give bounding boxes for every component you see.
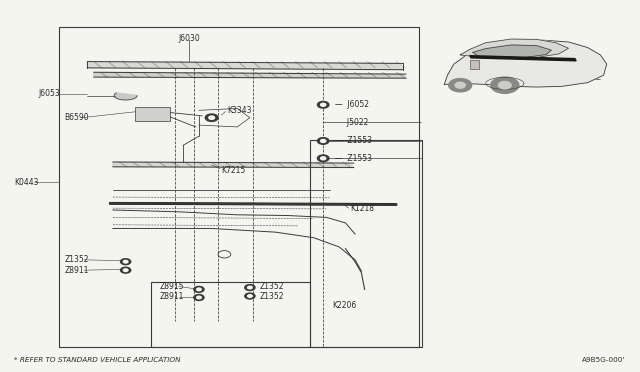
Text: K2206: K2206 bbox=[333, 301, 357, 311]
Circle shape bbox=[321, 103, 326, 106]
Circle shape bbox=[491, 77, 519, 93]
Polygon shape bbox=[473, 45, 551, 59]
Circle shape bbox=[120, 267, 131, 273]
Circle shape bbox=[449, 78, 472, 92]
Text: —  Z1553: — Z1553 bbox=[335, 137, 372, 145]
Circle shape bbox=[321, 157, 326, 160]
Polygon shape bbox=[88, 62, 403, 70]
Text: Z8915: Z8915 bbox=[159, 282, 184, 291]
Circle shape bbox=[209, 116, 214, 119]
Circle shape bbox=[321, 140, 326, 142]
Text: J5022: J5022 bbox=[335, 118, 368, 127]
Polygon shape bbox=[114, 93, 137, 100]
Circle shape bbox=[205, 114, 218, 121]
Bar bbox=[135, 107, 170, 121]
Text: J6030: J6030 bbox=[179, 34, 200, 43]
Bar bbox=[59, 27, 419, 347]
Circle shape bbox=[248, 295, 252, 297]
Text: K1218: K1218 bbox=[351, 204, 374, 214]
Text: K7215: K7215 bbox=[221, 166, 246, 174]
Text: K0443: K0443 bbox=[14, 178, 38, 187]
Text: * REFER TO STANDARD VEHICLE APPLICATION: * REFER TO STANDARD VEHICLE APPLICATION bbox=[14, 357, 180, 363]
Circle shape bbox=[120, 259, 131, 264]
Circle shape bbox=[194, 286, 204, 292]
Polygon shape bbox=[460, 39, 568, 59]
Circle shape bbox=[245, 293, 255, 299]
Bar bbox=[310, 140, 422, 347]
Circle shape bbox=[196, 288, 201, 291]
Circle shape bbox=[455, 82, 465, 88]
Circle shape bbox=[317, 102, 329, 108]
Text: —  Z1553: — Z1553 bbox=[335, 154, 372, 163]
Text: B6590: B6590 bbox=[64, 113, 88, 122]
Circle shape bbox=[499, 81, 511, 89]
Circle shape bbox=[124, 260, 128, 263]
Polygon shape bbox=[94, 72, 406, 78]
Circle shape bbox=[248, 286, 252, 289]
Text: Z1352: Z1352 bbox=[259, 292, 284, 301]
Circle shape bbox=[317, 138, 329, 144]
Text: J6053: J6053 bbox=[38, 89, 60, 98]
Text: K3343: K3343 bbox=[228, 106, 252, 115]
Text: —  J6052: — J6052 bbox=[335, 100, 369, 109]
Polygon shape bbox=[444, 40, 607, 87]
Polygon shape bbox=[109, 203, 396, 205]
Text: Z8911: Z8911 bbox=[159, 292, 184, 301]
Circle shape bbox=[245, 285, 255, 291]
Polygon shape bbox=[470, 56, 576, 61]
Text: Z1352: Z1352 bbox=[65, 255, 90, 264]
Text: Z1352: Z1352 bbox=[259, 282, 284, 291]
Bar bbox=[470, 61, 479, 68]
Text: Z8911: Z8911 bbox=[65, 266, 90, 275]
Circle shape bbox=[317, 155, 329, 161]
Circle shape bbox=[196, 296, 201, 299]
Text: A9B5G-000': A9B5G-000' bbox=[582, 357, 626, 363]
Circle shape bbox=[194, 295, 204, 301]
Polygon shape bbox=[113, 162, 354, 167]
Circle shape bbox=[124, 269, 128, 272]
Bar bbox=[151, 282, 310, 347]
